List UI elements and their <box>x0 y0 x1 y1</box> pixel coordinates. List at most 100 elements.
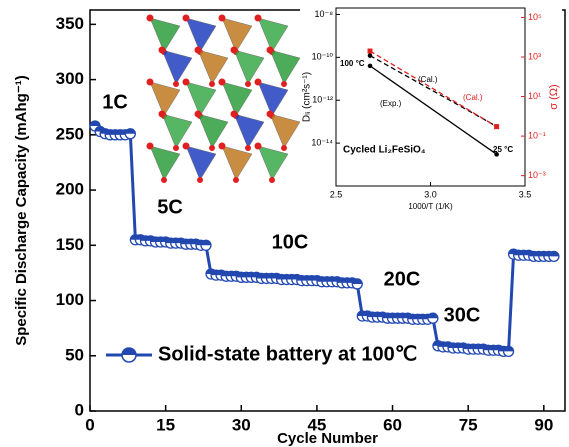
inset-annotation: (Cal.) <box>463 93 483 102</box>
crystal-atom <box>182 14 190 22</box>
crystal-polyhedron <box>269 113 301 149</box>
crystal-atom <box>230 46 238 54</box>
crystal-atom <box>218 14 226 22</box>
crystal-atom <box>254 14 262 22</box>
crystal-atom <box>254 78 262 86</box>
crystal-atom <box>281 145 287 151</box>
inset-y2-tick-label: 10⁻¹ <box>528 130 546 140</box>
crystal-atom <box>158 110 166 118</box>
x-tick-label: 45 <box>307 415 326 434</box>
x-tick-label: 60 <box>383 415 402 434</box>
crystal-atom <box>230 110 238 118</box>
y-tick-label: 50 <box>65 345 84 364</box>
crystal-polyhedron <box>149 145 181 181</box>
x-tick-label: 0 <box>85 415 94 434</box>
crystal-atom <box>209 81 215 87</box>
data-point <box>351 278 363 290</box>
inset-x-tick-label: 2.5 <box>330 189 343 199</box>
marker-half <box>352 278 363 284</box>
y-tick-label: 200 <box>56 180 84 199</box>
inset-point <box>494 152 499 157</box>
crystal-atom <box>281 81 287 87</box>
crystal-polyhedron <box>149 17 181 53</box>
inset-x-label: 1000/T (1/K) <box>408 202 453 211</box>
y-tick-label: 250 <box>56 124 84 143</box>
crystal-atom <box>182 142 190 150</box>
rate-label: 10C <box>272 231 309 253</box>
data-point <box>124 128 136 140</box>
inset-line <box>369 65 498 155</box>
crystal-atom <box>233 177 239 183</box>
crystal-polyhedron <box>185 145 217 181</box>
crystal-atom <box>254 142 262 150</box>
marker-half <box>548 251 559 257</box>
crystal-atom <box>245 81 251 87</box>
crystal-atom <box>197 177 203 183</box>
data-point <box>200 239 212 251</box>
inset-y-label: Dₗᵢ (cm²s⁻¹) <box>302 72 313 122</box>
crystal-polyhedron <box>197 113 229 149</box>
crystal-atom <box>146 78 154 86</box>
crystal-atom <box>146 14 154 22</box>
crystal-atom <box>269 177 275 183</box>
y-tick-label: 0 <box>75 400 84 419</box>
inset-annotation: 25 °C <box>493 145 513 154</box>
x-tick-label: 75 <box>459 415 478 434</box>
marker-half <box>503 346 514 352</box>
crystal-polyhedron <box>269 49 301 85</box>
data-point <box>502 345 515 357</box>
marker-half <box>427 313 438 319</box>
x-axis-label: Cycle Number <box>277 430 378 447</box>
crystal-polyhedron <box>233 49 265 85</box>
inset-annotation: 100 °C <box>340 59 365 68</box>
data-point <box>548 250 560 262</box>
crystal-atom <box>146 142 154 150</box>
inset-line <box>369 50 497 128</box>
crystal-atom <box>266 46 274 54</box>
marker-half <box>125 128 136 134</box>
crystal-atom <box>218 78 226 86</box>
crystal-atom <box>161 177 167 183</box>
crystal-atom <box>194 110 202 118</box>
legend-marker-half <box>122 348 136 355</box>
crystal-polyhedron <box>221 81 253 117</box>
inset-y2-label: σ (Ω) <box>548 84 560 109</box>
inset-annotation: (Cal.) <box>418 75 438 84</box>
crystal-polyhedron <box>257 145 289 181</box>
crystal-atom <box>266 110 274 118</box>
y-tick-label: 150 <box>56 235 84 254</box>
crystal-polyhedron <box>185 17 217 53</box>
marker-half <box>200 240 211 246</box>
x-tick-label: 30 <box>232 415 251 434</box>
y-tick-label: 350 <box>56 14 84 33</box>
crystal-polyhedron <box>233 113 265 149</box>
crystal-polyhedron <box>149 81 181 117</box>
crystal-polyhedron <box>257 81 289 117</box>
inset-point <box>494 124 500 130</box>
inset-y-tick-label: 10⁻¹⁰ <box>312 52 334 62</box>
crystal-polyhedron <box>221 17 253 53</box>
legend-label: Solid-state battery at 100℃ <box>158 343 417 365</box>
crystal-atom <box>173 145 179 151</box>
crystal-atom <box>245 145 251 151</box>
x-tick-label: 15 <box>156 415 175 434</box>
y-tick-label: 300 <box>56 69 84 88</box>
crystal-polyhedron <box>257 17 289 53</box>
crystal-polyhedron <box>221 145 253 181</box>
inset-y2-tick-label: 10⁻³ <box>528 170 546 180</box>
inset-y2-tick-label: 10¹ <box>528 91 541 101</box>
crystal-polyhedron <box>197 49 229 85</box>
inset-y2-tick-label: 10⁵ <box>528 12 542 22</box>
y-tick-label: 100 <box>56 290 84 309</box>
crystal-atom <box>158 46 166 54</box>
rate-label: 1C <box>102 91 128 113</box>
x-tick-label: 90 <box>534 415 553 434</box>
marker-half <box>90 120 101 126</box>
inset-annotation: (Exp.) <box>380 99 402 108</box>
crystal-polyhedron <box>161 49 193 85</box>
inset-point <box>367 48 373 54</box>
y-axis-label: Specific Discharge Capacity (mAhg⁻¹) <box>13 75 30 345</box>
crystal-atom <box>194 46 202 54</box>
